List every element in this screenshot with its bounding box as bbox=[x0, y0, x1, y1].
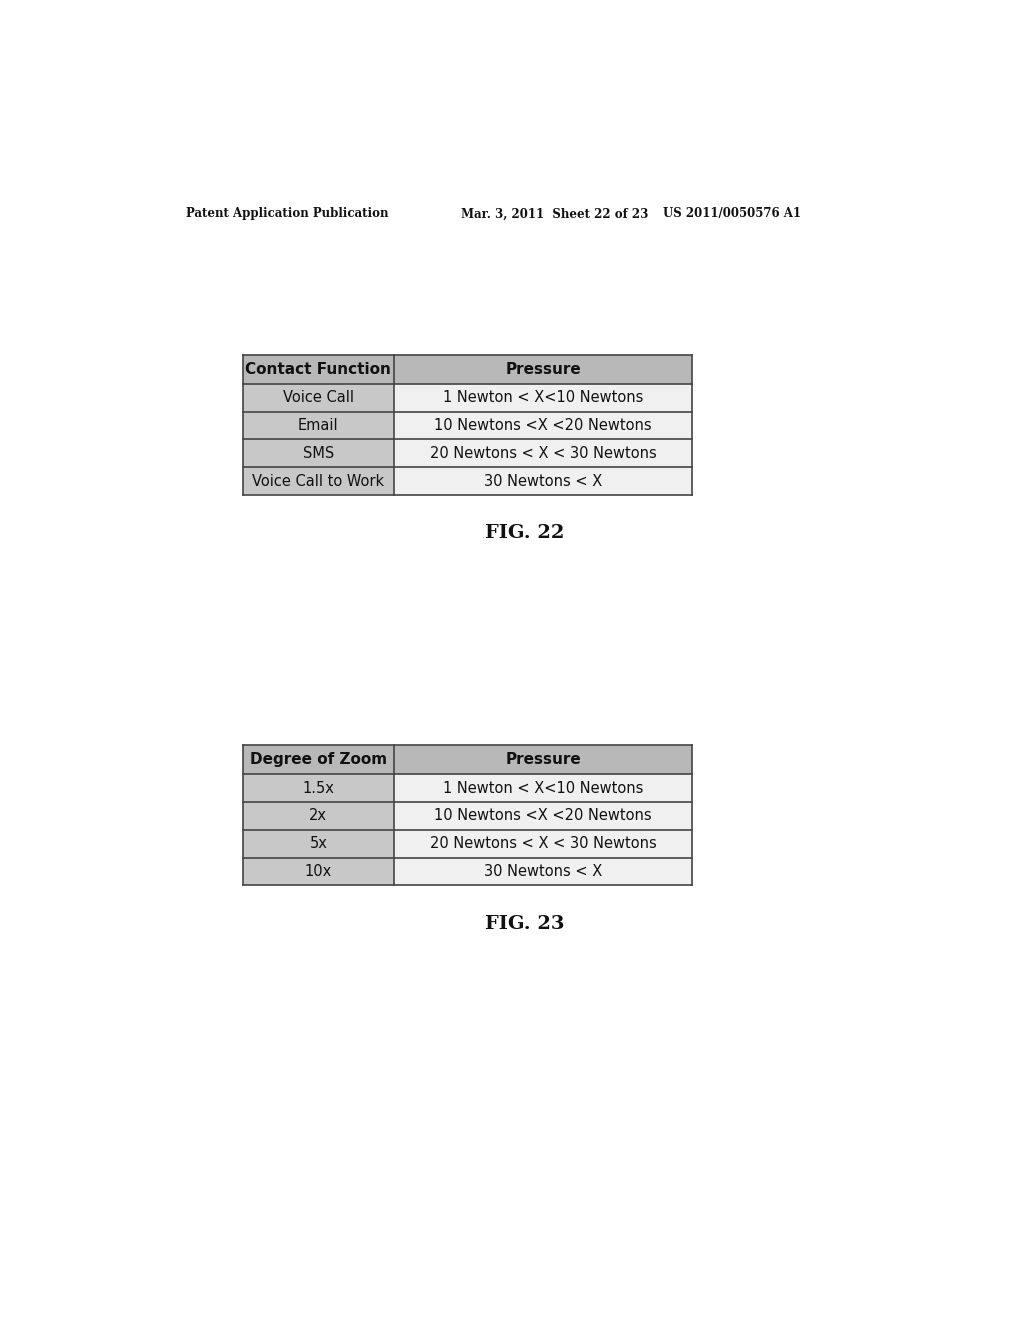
Bar bbox=[243, 744, 394, 775]
Bar bbox=[394, 858, 692, 886]
Text: FIG. 23: FIG. 23 bbox=[485, 915, 564, 933]
Bar bbox=[243, 803, 394, 830]
Text: 10 Newtons <X <20 Newtons: 10 Newtons <X <20 Newtons bbox=[434, 808, 652, 824]
Bar bbox=[394, 412, 692, 440]
Bar bbox=[243, 355, 394, 384]
Text: Pressure: Pressure bbox=[505, 752, 581, 767]
Text: 1.5x: 1.5x bbox=[302, 780, 334, 796]
Text: 2x: 2x bbox=[309, 808, 328, 824]
Text: US 2011/0050576 A1: US 2011/0050576 A1 bbox=[663, 207, 801, 220]
Text: Pressure: Pressure bbox=[505, 362, 581, 378]
Bar bbox=[243, 775, 394, 803]
Bar bbox=[243, 467, 394, 495]
Bar bbox=[243, 384, 394, 412]
Text: 30 Newtons < X: 30 Newtons < X bbox=[484, 863, 602, 879]
Text: 10 Newtons <X <20 Newtons: 10 Newtons <X <20 Newtons bbox=[434, 418, 652, 433]
Text: Patent Application Publication: Patent Application Publication bbox=[186, 207, 389, 220]
Bar bbox=[394, 384, 692, 412]
Text: 30 Newtons < X: 30 Newtons < X bbox=[484, 474, 602, 488]
Text: Mar. 3, 2011  Sheet 22 of 23: Mar. 3, 2011 Sheet 22 of 23 bbox=[461, 207, 648, 220]
Text: Email: Email bbox=[298, 418, 339, 433]
Text: Degree of Zoom: Degree of Zoom bbox=[250, 752, 387, 767]
Bar bbox=[394, 830, 692, 858]
Text: Contact Function: Contact Function bbox=[246, 362, 391, 378]
Text: SMS: SMS bbox=[303, 446, 334, 461]
Bar bbox=[394, 744, 692, 775]
Text: 1 Newton < X<10 Newtons: 1 Newton < X<10 Newtons bbox=[442, 780, 643, 796]
Text: 5x: 5x bbox=[309, 836, 328, 851]
Text: Voice Call to Work: Voice Call to Work bbox=[252, 474, 384, 488]
Bar bbox=[394, 467, 692, 495]
Text: 20 Newtons < X < 30 Newtons: 20 Newtons < X < 30 Newtons bbox=[430, 446, 656, 461]
Bar bbox=[243, 830, 394, 858]
Text: 10x: 10x bbox=[304, 863, 332, 879]
Bar bbox=[243, 440, 394, 467]
Bar bbox=[394, 803, 692, 830]
Text: FIG. 22: FIG. 22 bbox=[485, 524, 564, 543]
Bar bbox=[243, 858, 394, 886]
Bar bbox=[243, 412, 394, 440]
Bar bbox=[394, 775, 692, 803]
Text: Voice Call: Voice Call bbox=[283, 391, 353, 405]
Bar bbox=[394, 440, 692, 467]
Text: 20 Newtons < X < 30 Newtons: 20 Newtons < X < 30 Newtons bbox=[430, 836, 656, 851]
Bar bbox=[394, 355, 692, 384]
Text: 1 Newton < X<10 Newtons: 1 Newton < X<10 Newtons bbox=[442, 391, 643, 405]
